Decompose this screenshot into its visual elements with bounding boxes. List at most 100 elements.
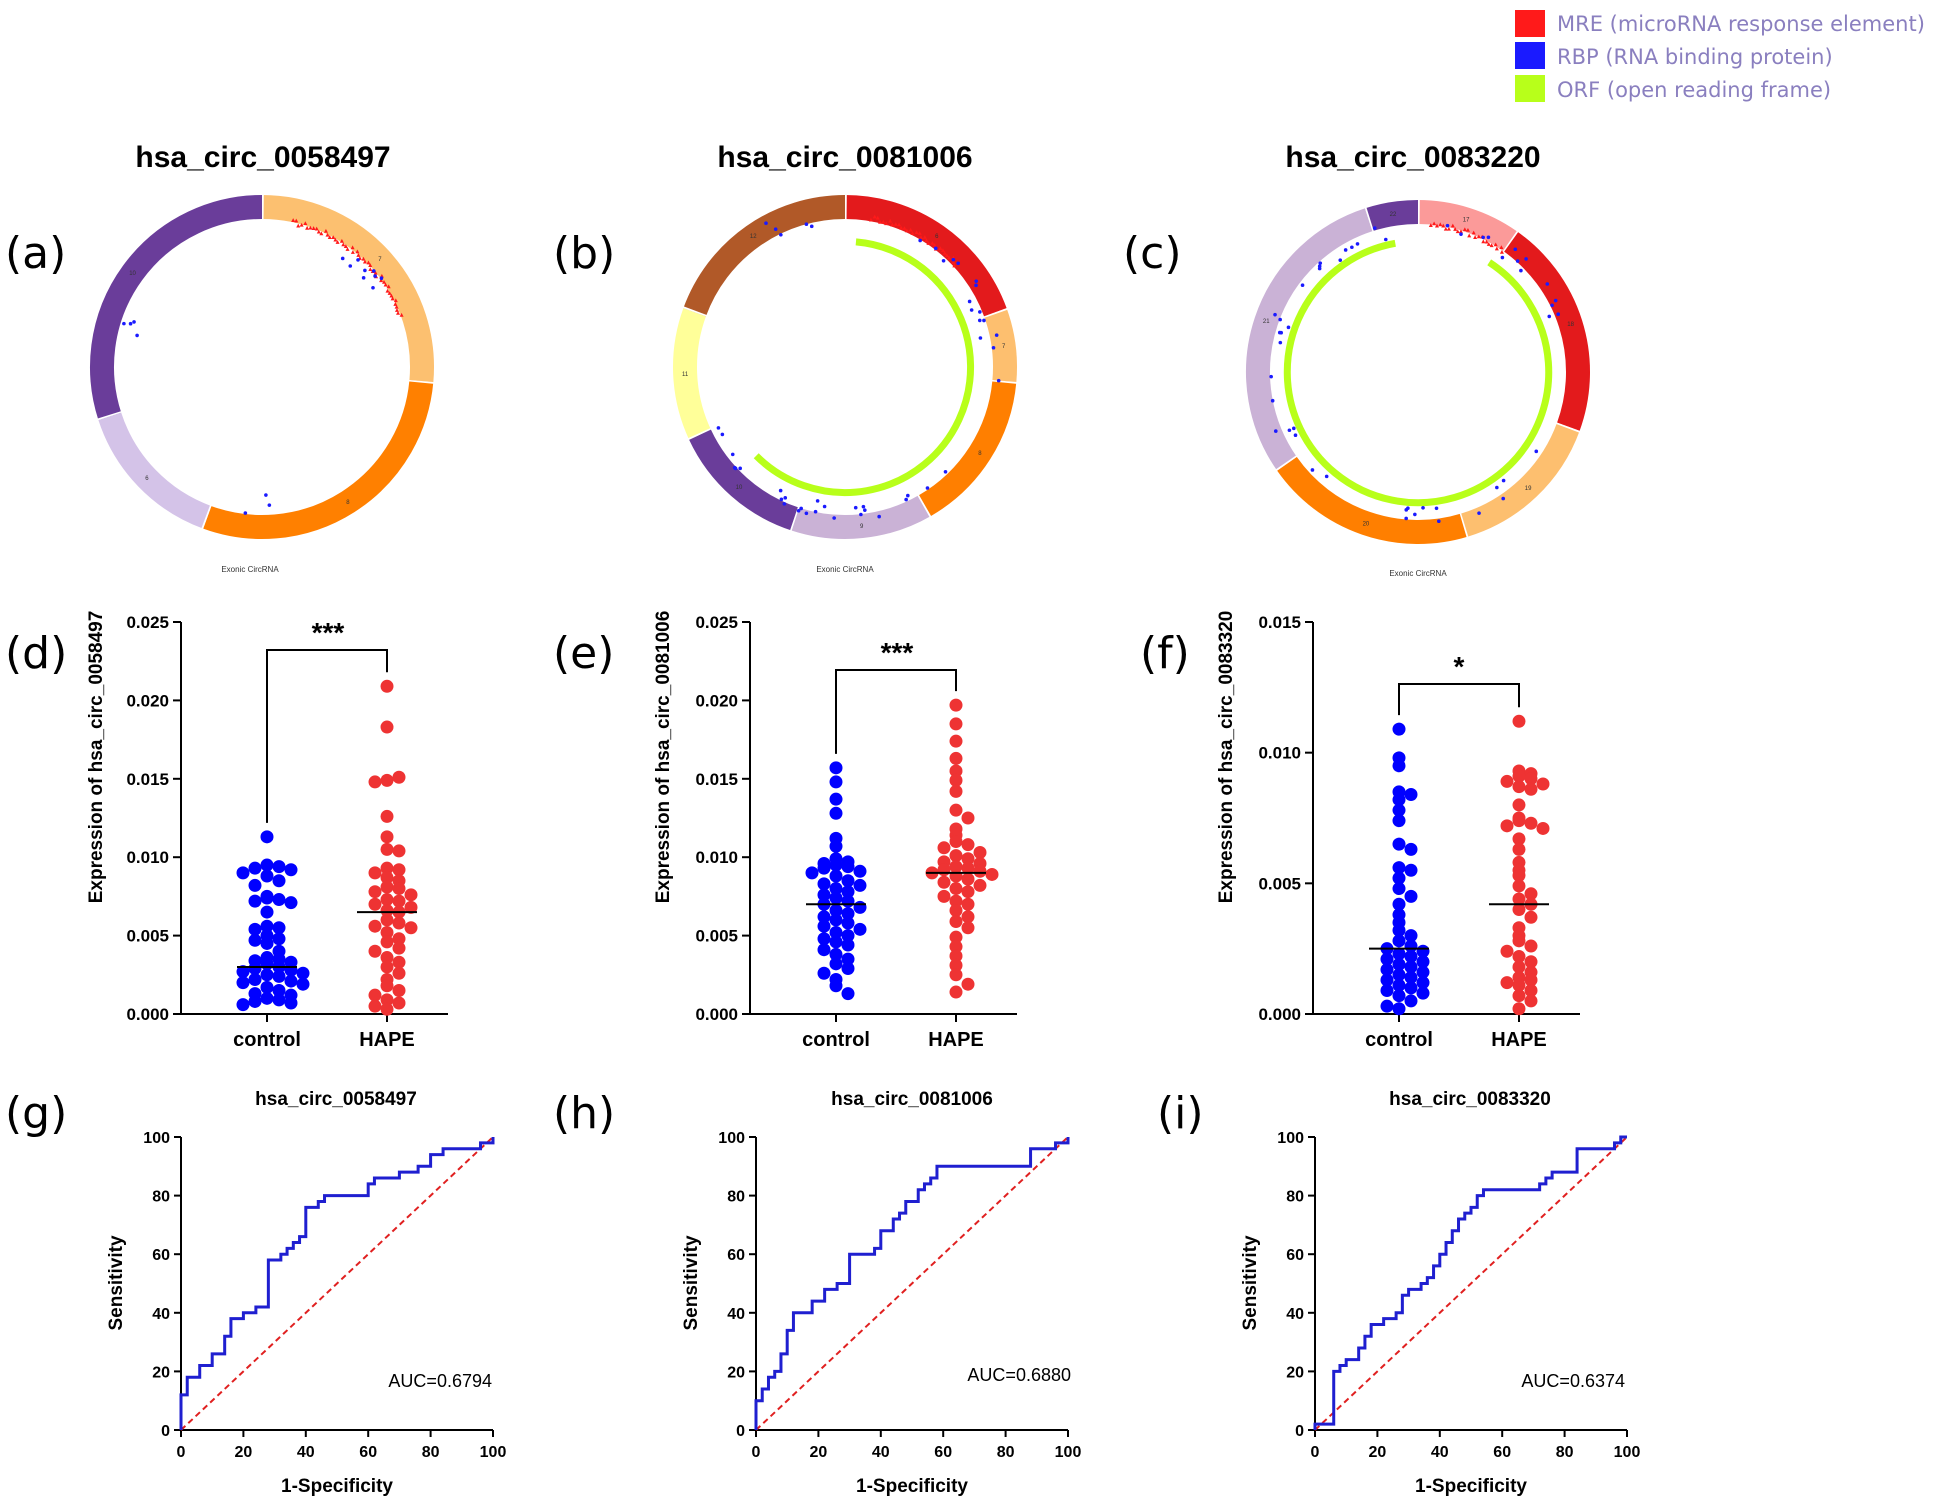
circle-segment <box>203 379 434 539</box>
rbp-marker <box>1500 255 1505 260</box>
circle-caption-b: Exonic CircRNA <box>816 565 874 574</box>
segment-label: 10 <box>129 271 136 277</box>
rbp-marker <box>1293 433 1298 438</box>
x-tick-label: 60 <box>359 1444 377 1461</box>
mre-marker <box>1484 239 1489 244</box>
data-point <box>1524 910 1538 924</box>
data-point <box>260 919 274 933</box>
mre-marker <box>383 282 388 287</box>
circle-segment <box>983 308 1017 382</box>
data-point <box>1512 902 1526 916</box>
ylabel-e: Expression of hsa_circ_0081006 <box>653 611 674 904</box>
rbp-marker <box>813 509 818 514</box>
legend: MRE (microRNA response element) RBP (RNA… <box>1515 10 1925 102</box>
mre-marker <box>325 232 330 237</box>
data-point <box>1392 923 1406 937</box>
data-point <box>260 869 274 883</box>
data-point <box>368 775 382 789</box>
auc-label-h: AUC=0.6880 <box>967 1365 1071 1385</box>
data-point <box>949 985 963 999</box>
data-point <box>380 773 394 787</box>
data-point <box>380 913 394 927</box>
data-point <box>284 896 298 910</box>
mre-marker <box>947 255 952 260</box>
data-point <box>1416 955 1430 969</box>
ylabel-g: Sensitivity <box>106 1235 127 1330</box>
circle-segment <box>683 195 846 317</box>
rbp-marker <box>348 264 353 268</box>
data-point <box>829 858 843 872</box>
mre-marker <box>1455 229 1460 234</box>
rbp-marker <box>1350 245 1354 250</box>
panel-label-a: (a) <box>5 228 66 279</box>
rbp-marker <box>733 466 738 471</box>
rbp-marker <box>1338 258 1343 262</box>
segment-gap <box>917 494 932 518</box>
data-point <box>380 1002 394 1016</box>
rbp-marker <box>863 508 867 512</box>
x-tick-label: 100 <box>480 1444 507 1461</box>
legend-label-orf: ORF (open reading frame) <box>1557 78 1831 102</box>
segment-gap <box>201 504 212 530</box>
segment-label: 18 <box>1567 322 1574 328</box>
data-point <box>1404 950 1418 964</box>
rbp-marker <box>1515 259 1520 263</box>
mre-marker <box>395 308 400 312</box>
mre-marker <box>323 228 328 233</box>
data-point <box>1512 780 1526 794</box>
mre-marker <box>922 235 927 239</box>
data-point <box>841 894 855 908</box>
data-point <box>272 932 286 946</box>
segment-label: 7 <box>1002 344 1006 350</box>
data-point <box>841 987 855 1001</box>
data-point <box>949 764 963 778</box>
mre-marker <box>335 240 340 244</box>
data-point <box>380 830 394 844</box>
y-tick-label: 20 <box>727 1364 745 1381</box>
circle-segment <box>261 195 434 382</box>
data-point <box>392 996 406 1010</box>
data-point <box>1392 947 1406 961</box>
data-point <box>380 925 394 939</box>
data-point <box>985 867 999 881</box>
mre-marker <box>389 293 394 298</box>
significance-bracket <box>266 649 388 823</box>
circle-segment <box>1246 208 1373 471</box>
segment-label: 6 <box>145 476 149 482</box>
mre-marker <box>1481 239 1486 244</box>
data-point <box>841 885 855 899</box>
reference-line <box>180 1136 494 1431</box>
rbp-marker <box>720 432 725 437</box>
data-point <box>829 761 843 775</box>
x-tick-label: 0 <box>1311 1444 1320 1461</box>
significance-d: *** <box>312 617 345 648</box>
auc-label-g: AUC=0.6794 <box>388 1371 492 1391</box>
rbp-marker <box>1273 312 1277 317</box>
segment-label: 9 <box>860 524 864 530</box>
data-point <box>380 679 394 693</box>
data-point <box>392 966 406 980</box>
legend-swatch-orf <box>1515 75 1545 102</box>
data-point <box>949 717 963 731</box>
segment-label: 6 <box>935 234 939 240</box>
data-point <box>973 864 987 878</box>
scatter-plot-d: 0.000 0.005 0.010 0.015 0.020 0.025 <box>126 613 448 1024</box>
data-point <box>1524 816 1538 830</box>
data-point <box>248 894 262 908</box>
auc-label-i: AUC=0.6374 <box>1521 1371 1625 1391</box>
rbp-marker <box>1519 268 1523 273</box>
xlabel-g: 1-Specificity <box>281 1476 393 1496</box>
y-tick-label: 0.005 <box>126 927 169 946</box>
data-point <box>1524 772 1538 786</box>
mre-marker <box>919 235 924 240</box>
mre-marker <box>361 256 366 261</box>
y-tick-label: 80 <box>152 1189 170 1206</box>
y-tick-label: 100 <box>718 1130 745 1147</box>
mre-marker <box>343 244 348 248</box>
data-point <box>841 962 855 976</box>
rbp-marker <box>978 336 983 340</box>
data-point <box>949 930 963 944</box>
data-point <box>841 907 855 921</box>
data-point <box>392 894 406 908</box>
y-tick-label: 0.005 <box>1258 874 1301 893</box>
